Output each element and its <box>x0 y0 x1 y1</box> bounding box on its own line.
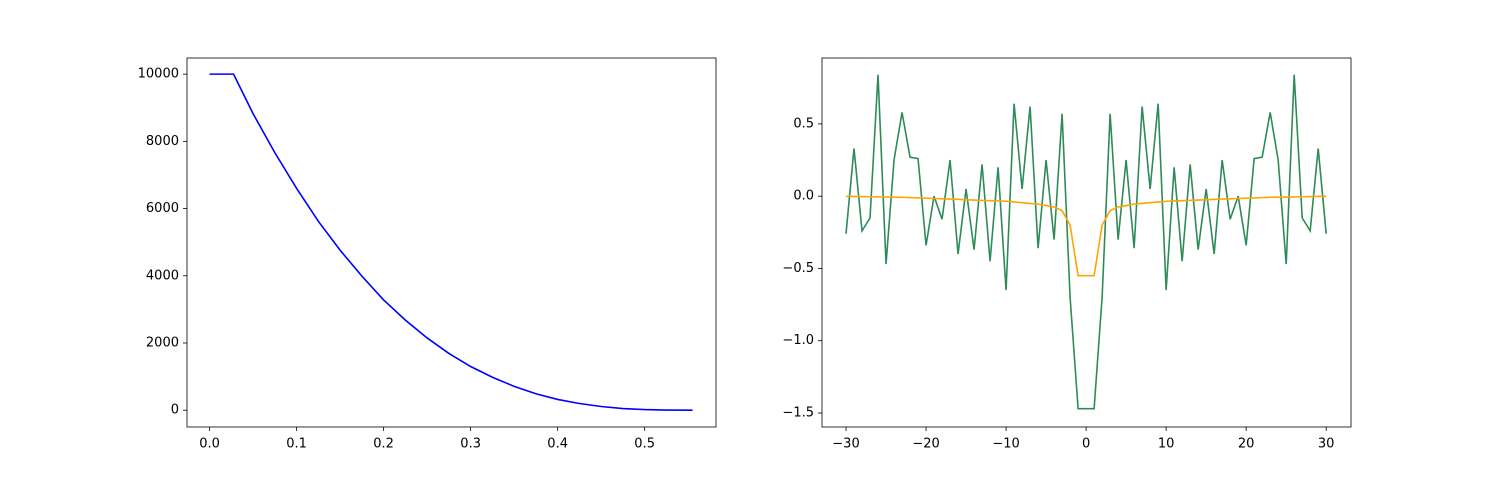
axes-frame <box>186 57 717 428</box>
x-tick-label: 30 <box>1318 437 1335 452</box>
y-tick-label: 0 <box>171 403 179 418</box>
y-tick-label: 6000 <box>146 201 179 216</box>
x-tick-label: 10 <box>1158 437 1175 452</box>
line <box>845 74 1327 410</box>
x-tick-label: 0.2 <box>373 437 394 452</box>
y-tick-label: −0.5 <box>782 261 814 276</box>
y-tick-label: 0.5 <box>793 116 814 131</box>
y-tick-label: 4000 <box>146 268 179 283</box>
y-tick-label: −1.0 <box>782 333 814 348</box>
x-tick-label: 0.1 <box>286 437 307 452</box>
y-tick-label: 0.0 <box>793 189 814 204</box>
y-tick-label: −1.5 <box>782 405 814 420</box>
axes-frame <box>821 57 1352 428</box>
x-tick-label: 0.0 <box>199 437 220 452</box>
x-tick-label: −20 <box>912 437 939 452</box>
line <box>209 73 693 411</box>
x-tick-label: 0.3 <box>460 437 481 452</box>
y-tick-label: 8000 <box>146 134 179 149</box>
y-tick-label: 2000 <box>146 335 179 350</box>
y-tick-label: 10000 <box>138 67 179 82</box>
line <box>845 195 1327 277</box>
x-tick-label: −30 <box>832 437 859 452</box>
x-tick-label: 0 <box>1082 437 1090 452</box>
x-tick-label: 20 <box>1238 437 1255 452</box>
x-tick-label: 0.5 <box>634 437 655 452</box>
x-tick-label: −10 <box>992 437 1019 452</box>
x-tick-label: 0.4 <box>547 437 568 452</box>
